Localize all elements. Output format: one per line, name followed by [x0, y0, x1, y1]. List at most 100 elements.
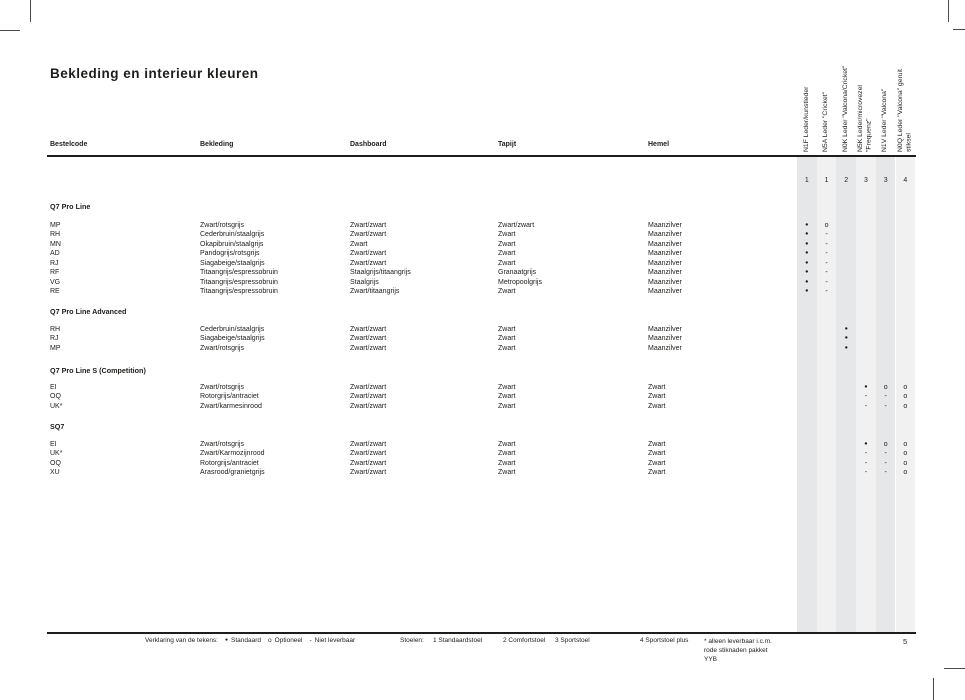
- cell-tapijt: Zwart: [498, 240, 516, 248]
- cell-dashboard: Zwart/titaangrijs: [350, 288, 400, 296]
- crop-mark-top-left-horizontal: [0, 30, 20, 31]
- seat-1-standaardstoel: 1 Standaardstoel: [433, 637, 483, 644]
- cell-bestelcode: UK*: [50, 402, 63, 410]
- cell-tapijt: Zwart: [498, 231, 516, 239]
- option-column-band: [797, 157, 817, 632]
- table-row: XU Arasrood/granietgrijs Zwart/zwart Zwart Z…: [0, 468, 965, 477]
- cell-hemel: Maanzilver: [648, 222, 682, 229]
- cell-bestelcode: RF: [50, 269, 60, 277]
- availability-cell: -: [825, 250, 828, 258]
- cell-bestelcode: MN: [50, 240, 61, 248]
- cell-bestelcode: XU: [50, 469, 60, 477]
- cell-hemel: Maanzilver: [648, 335, 682, 343]
- cell-bestelcode: OQ: [50, 393, 61, 401]
- availability-cell: o: [883, 384, 888, 391]
- cell-bekleding: Zwart/rotsgrijs: [200, 384, 244, 391]
- table-row: RE Titaangrijs/espressobruin Zwart/titaang…: [0, 287, 965, 296]
- cell-dashboard: Zwart/zwart: [350, 441, 387, 448]
- cell-bekleding: Siagabeige/staalgrijs: [200, 335, 265, 343]
- cell-dashboard: Zwart/zwart: [350, 384, 387, 391]
- crop-mark-bottom-right-horizontal: [944, 668, 965, 669]
- legend-title: Verklaring van de tekens:: [145, 637, 218, 644]
- cell-bestelcode: RH: [50, 231, 61, 239]
- column-header-hemel: Hemel: [648, 141, 670, 148]
- table-row: UK* Zwart/karmesinrood Zwart/zwart Zwart Zwa…: [0, 402, 965, 411]
- table-row: OQ Rotorgrijs/antraciet Zwart/zwart Zwart Zw…: [0, 392, 965, 401]
- availability-cell: -: [864, 393, 868, 401]
- cell-dashboard: Staalgrijs: [350, 278, 379, 286]
- cell-dashboard: Zwart/zwart: [350, 402, 387, 410]
- not-available-label: Niet leverbaar: [314, 637, 356, 644]
- cell-bekleding: Zwart/rotsgrijs: [200, 222, 244, 229]
- footer-rule: [47, 632, 916, 634]
- availability-cell: o: [903, 384, 908, 391]
- cell-bestelcode: MP: [50, 344, 61, 352]
- footnote-line-3: YYB: [704, 656, 718, 663]
- availability-cell: ●: [805, 259, 809, 266]
- footnote: * alleen leverbaar i.c.m. rode stiknaden…: [704, 637, 772, 664]
- option-column-band: [836, 157, 857, 632]
- option-column-label: N0Q Leder "Valcona" geruit stiksel: [896, 69, 913, 152]
- table-row: MP Zwart/rotsgrijs Zwart/zwart Zwart/zwart M…: [0, 221, 965, 230]
- option-column-band: [875, 157, 896, 632]
- column-header-tapijt: Tapijt: [498, 141, 517, 148]
- cell-bekleding: Cederbruin/staalgrijs: [200, 326, 265, 333]
- option-column-label: N0K Leder "Valcona/Cricket": [841, 65, 849, 152]
- cell-hemel: Maanzilver: [648, 250, 682, 258]
- option-column-band: [856, 157, 876, 632]
- availability-cell: -: [825, 231, 828, 239]
- option-column-label: N5K Leder/microvezel "Frequenz": [857, 85, 873, 152]
- cell-tapijt: Zwart: [498, 344, 516, 352]
- table-row: RJ Siagabeige/staalgrijs Zwart/zwart Zwart M…: [0, 334, 965, 343]
- cell-bekleding: Zwart/karmesinrood: [200, 402, 262, 410]
- cell-bestelcode: EI: [50, 384, 57, 391]
- cell-bestelcode: OQ: [50, 459, 61, 467]
- table-row: RH Cederbruin/staalgrijs Zwart/zwart Zwart M…: [0, 230, 965, 239]
- cell-tapijt: Zwart: [498, 469, 516, 477]
- cell-bestelcode: MP: [50, 222, 61, 229]
- availability-cell: ●: [805, 240, 809, 247]
- availability-cell: -: [864, 459, 868, 467]
- availability-cell: -: [884, 459, 887, 467]
- seat-4-sportstoel-plus: 4 Sportstoel plus: [640, 637, 689, 644]
- table-row: RF Titaangrijs/espressobruin Staalgrijs/ti…: [0, 268, 965, 277]
- cell-dashboard: Zwart/zwart: [350, 459, 387, 467]
- cell-bekleding: Pandogrijs/rotsgrijs: [200, 250, 260, 258]
- availability-cell: -: [825, 259, 828, 267]
- availability-cell: -: [864, 450, 868, 458]
- availability-cell: ●: [864, 441, 868, 447]
- availability-cell: ●: [844, 326, 848, 332]
- cell-bestelcode: VG: [50, 278, 61, 286]
- table-row: MN Okapibruin/staalgrijs Zwart Zwart Maanzil…: [0, 240, 965, 249]
- cell-hemel: Maanzilver: [648, 269, 682, 277]
- availability-cell: ●: [805, 288, 809, 295]
- cell-tapijt: Zwart: [498, 402, 516, 410]
- availability-cell: -: [864, 402, 868, 410]
- cell-dashboard: Zwart/zwart: [350, 259, 387, 267]
- table-row: AD Pandogrijs/rotsgrijs Zwart/zwart Zwart Ma…: [0, 249, 965, 258]
- availability-cell: ●: [805, 278, 809, 285]
- option-column-label: N1V Leder "Valcona": [881, 88, 889, 152]
- option-column-label: N5A Leder "Cricket": [822, 92, 830, 152]
- cell-hemel: Maanzilver: [648, 288, 682, 296]
- availability-cell: o: [903, 441, 908, 448]
- cell-hemel: Zwart: [648, 441, 666, 448]
- cell-bekleding: Rotorgrijs/antraciet: [200, 459, 259, 467]
- cell-hemel: Zwart: [648, 469, 666, 477]
- cell-bekleding: Siagabeige/staalgrijs: [200, 259, 265, 267]
- cell-hemel: Zwart: [648, 450, 666, 458]
- cell-bestelcode: UK*: [50, 450, 63, 458]
- section-header: SQ7: [50, 422, 65, 431]
- cell-bekleding: Cederbruin/staalgrijs: [200, 231, 265, 239]
- seat-type-number: 4: [903, 177, 908, 184]
- availability-cell: ●: [805, 231, 809, 238]
- column-header-bekleding: Bekleding: [200, 141, 234, 148]
- option-column-label: N1F Leder/kunstleder: [802, 86, 810, 152]
- section-header: Q7 Pro Line: [50, 202, 91, 211]
- cell-hemel: Maanzilver: [648, 344, 682, 352]
- table-row: RJ Siagabeige/staalgrijs Zwart/zwart Zwart M…: [0, 259, 965, 268]
- table-row: EI Zwart/rotsgrijs Zwart/zwart Zwart Zwart ● o…: [0, 440, 965, 449]
- cell-hemel: Zwart: [648, 459, 666, 467]
- cell-tapijt: Metropoolgrijs: [498, 278, 542, 286]
